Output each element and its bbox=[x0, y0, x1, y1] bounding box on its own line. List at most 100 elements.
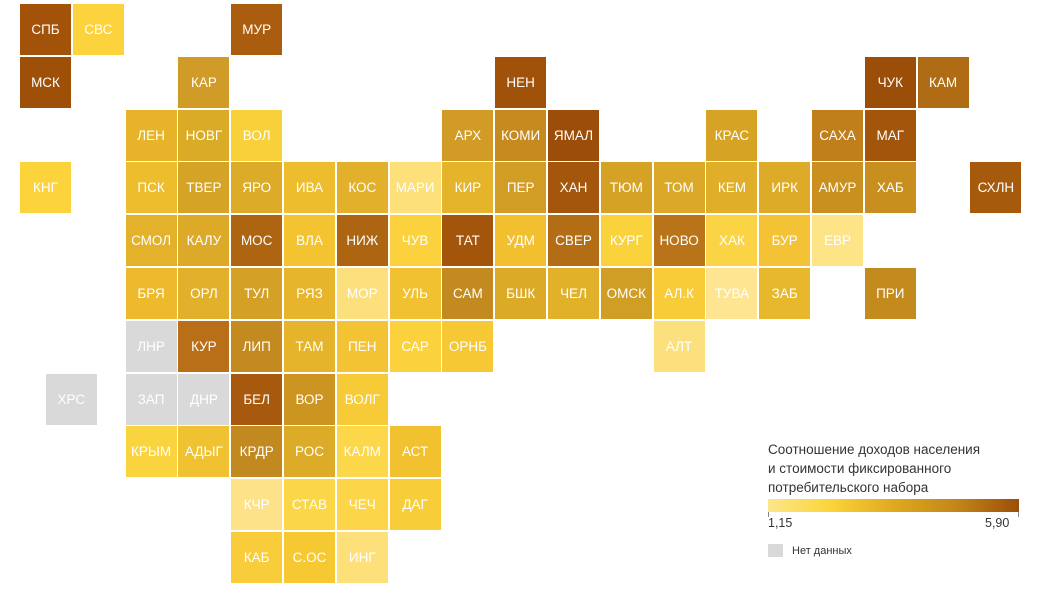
region-tile-бел[interactable]: БЕЛ bbox=[231, 373, 283, 425]
region-tile-волг[interactable]: ВОЛГ bbox=[336, 373, 388, 425]
legend-min-label: 1,15 bbox=[768, 516, 793, 530]
region-tile-зап[interactable]: ЗАП bbox=[125, 373, 177, 425]
region-tile-нен[interactable]: НЕН bbox=[495, 56, 547, 108]
region-tile-даг[interactable]: ДАГ bbox=[389, 479, 441, 531]
region-tile-кар[interactable]: КАР bbox=[178, 56, 230, 108]
legend-tick-min bbox=[768, 512, 769, 517]
legend-title-line-2: и стоимости фиксированного bbox=[768, 461, 952, 476]
region-tile-лен[interactable]: ЛЕН bbox=[125, 109, 177, 161]
region-tile-вол[interactable]: ВОЛ bbox=[231, 109, 283, 161]
region-tile-кос[interactable]: КОС bbox=[336, 162, 388, 214]
region-tile-чув[interactable]: ЧУВ bbox=[389, 215, 441, 267]
region-tile-пер[interactable]: ПЕР bbox=[495, 162, 547, 214]
region-tile-орнб[interactable]: ОРНБ bbox=[442, 320, 494, 372]
region-tile-тува[interactable]: ТУВА bbox=[706, 268, 758, 319]
region-tile-омск[interactable]: ОМСК bbox=[600, 268, 652, 319]
region-tile-свс[interactable]: СВС bbox=[72, 4, 124, 55]
region-tile-бур[interactable]: БУР bbox=[759, 215, 811, 267]
region-tile-днр[interactable]: ДНР bbox=[178, 373, 230, 425]
legend-max-label: 5,90 bbox=[985, 516, 1010, 530]
region-tile-ниж[interactable]: НИЖ bbox=[336, 215, 388, 267]
region-tile-коми[interactable]: КОМИ bbox=[495, 109, 547, 161]
region-tile-при[interactable]: ПРИ bbox=[864, 268, 916, 319]
region-tile-сар[interactable]: САР bbox=[389, 320, 441, 372]
region-tile-аст[interactable]: АСТ bbox=[389, 426, 441, 478]
legend-tick-max bbox=[1018, 512, 1019, 517]
region-tile-пен[interactable]: ПЕН bbox=[336, 320, 388, 372]
region-tile-с.ос[interactable]: С.ОС bbox=[284, 532, 335, 583]
region-tile-удм[interactable]: УДМ bbox=[495, 215, 547, 267]
region-tile-чеч[interactable]: ЧЕЧ bbox=[336, 479, 388, 531]
region-tile-мск[interactable]: МСК bbox=[20, 56, 71, 108]
region-tile-бшк[interactable]: БШК bbox=[495, 268, 547, 319]
region-tile-арх[interactable]: АРХ bbox=[442, 109, 494, 161]
region-tile-вор[interactable]: ВОР bbox=[284, 373, 335, 425]
region-tile-лип[interactable]: ЛИП bbox=[231, 320, 283, 372]
region-tile-инг[interactable]: ИНГ bbox=[336, 532, 388, 583]
region-tile-крым[interactable]: КРЫМ bbox=[125, 426, 177, 478]
region-tile-хрс[interactable]: ХРС bbox=[45, 373, 97, 425]
region-tile-кург[interactable]: КУРГ bbox=[600, 215, 652, 267]
legend-title-line-1: Соотношение доходов населения bbox=[768, 442, 981, 457]
region-tile-уль[interactable]: УЛЬ bbox=[389, 268, 441, 319]
region-tile-кнг[interactable]: КНГ bbox=[20, 162, 71, 214]
region-tile-адыг[interactable]: АДЫГ bbox=[178, 426, 230, 478]
region-tile-мос[interactable]: МОС bbox=[231, 215, 283, 267]
region-tile-крас[interactable]: КРАС bbox=[706, 109, 758, 161]
region-tile-саха[interactable]: САХА bbox=[812, 109, 863, 161]
region-tile-орл[interactable]: ОРЛ bbox=[178, 268, 230, 319]
region-tile-калм[interactable]: КАЛМ bbox=[336, 426, 388, 478]
region-tile-ряз[interactable]: РЯЗ bbox=[284, 268, 335, 319]
region-tile-том[interactable]: ТОМ bbox=[653, 162, 705, 214]
region-tile-свер[interactable]: СВЕР bbox=[548, 215, 599, 267]
region-tile-спб[interactable]: СПБ bbox=[20, 4, 71, 55]
region-tile-тат[interactable]: ТАТ bbox=[442, 215, 494, 267]
region-tile-пск[interactable]: ПСК bbox=[125, 162, 177, 214]
region-tile-кам[interactable]: КАМ bbox=[917, 56, 969, 108]
region-tile-крдр[interactable]: КРДР bbox=[231, 426, 283, 478]
region-tile-заб[interactable]: ЗАБ bbox=[759, 268, 811, 319]
region-tile-каб[interactable]: КАБ bbox=[231, 532, 283, 583]
region-tile-хак[interactable]: ХАК bbox=[706, 215, 758, 267]
region-tile-чук[interactable]: ЧУК bbox=[864, 56, 916, 108]
legend-title-line-3: потребительского набора bbox=[768, 480, 929, 495]
region-tile-яро[interactable]: ЯРО bbox=[231, 162, 283, 214]
region-tile-тул[interactable]: ТУЛ bbox=[231, 268, 283, 319]
region-tile-амур[interactable]: АМУР bbox=[812, 162, 863, 214]
region-tile-вла[interactable]: ВЛА bbox=[284, 215, 335, 267]
region-tile-маг[interactable]: МАГ bbox=[864, 109, 916, 161]
no-data-swatch bbox=[768, 544, 783, 557]
region-tile-ива[interactable]: ИВА bbox=[284, 162, 335, 214]
region-tile-чел[interactable]: ЧЕЛ bbox=[548, 268, 599, 319]
region-tile-рос[interactable]: РОС bbox=[284, 426, 335, 478]
region-tile-калу[interactable]: КАЛУ bbox=[178, 215, 230, 267]
region-tile-хаб[interactable]: ХАБ bbox=[864, 162, 916, 214]
region-tile-кчр[interactable]: КЧР bbox=[231, 479, 283, 531]
region-tile-евр[interactable]: ЕВР bbox=[812, 215, 863, 267]
legend-gradient-bar bbox=[768, 499, 1019, 512]
region-tile-кур[interactable]: КУР bbox=[178, 320, 230, 372]
region-tile-ирк[interactable]: ИРК bbox=[759, 162, 811, 214]
region-tile-мор[interactable]: МОР bbox=[336, 268, 388, 319]
region-tile-кем[interactable]: КЕМ bbox=[706, 162, 758, 214]
region-tile-ал.к[interactable]: АЛ.К bbox=[653, 268, 705, 319]
region-tile-новг[interactable]: НОВГ bbox=[178, 109, 230, 161]
region-tile-хан[interactable]: ХАН bbox=[548, 162, 599, 214]
region-tile-лнр[interactable]: ЛНР bbox=[125, 320, 177, 372]
region-tile-став[interactable]: СТАВ bbox=[284, 479, 335, 531]
region-tile-смол[interactable]: СМОЛ bbox=[125, 215, 177, 267]
region-tile-сам[interactable]: САМ bbox=[442, 268, 494, 319]
region-tile-бря[interactable]: БРЯ bbox=[125, 268, 177, 319]
region-tile-мари[interactable]: МАРИ bbox=[389, 162, 441, 214]
region-tile-мур[interactable]: МУР bbox=[231, 4, 283, 55]
region-tile-алт[interactable]: АЛТ bbox=[653, 320, 705, 372]
region-tile-кир[interactable]: КИР bbox=[442, 162, 494, 214]
region-tile-тюм[interactable]: ТЮМ bbox=[600, 162, 652, 214]
legend-title: Соотношение доходов населения и стоимост… bbox=[768, 440, 1008, 497]
region-tile-ново[interactable]: НОВО bbox=[653, 215, 705, 267]
region-tile-ямал[interactable]: ЯМАЛ bbox=[548, 109, 599, 161]
region-tile-схлн[interactable]: СХЛН bbox=[970, 162, 1022, 214]
no-data-label: Нет данных bbox=[792, 545, 852, 557]
region-tile-твер[interactable]: ТВЕР bbox=[178, 162, 230, 214]
region-tile-там[interactable]: ТАМ bbox=[284, 320, 335, 372]
